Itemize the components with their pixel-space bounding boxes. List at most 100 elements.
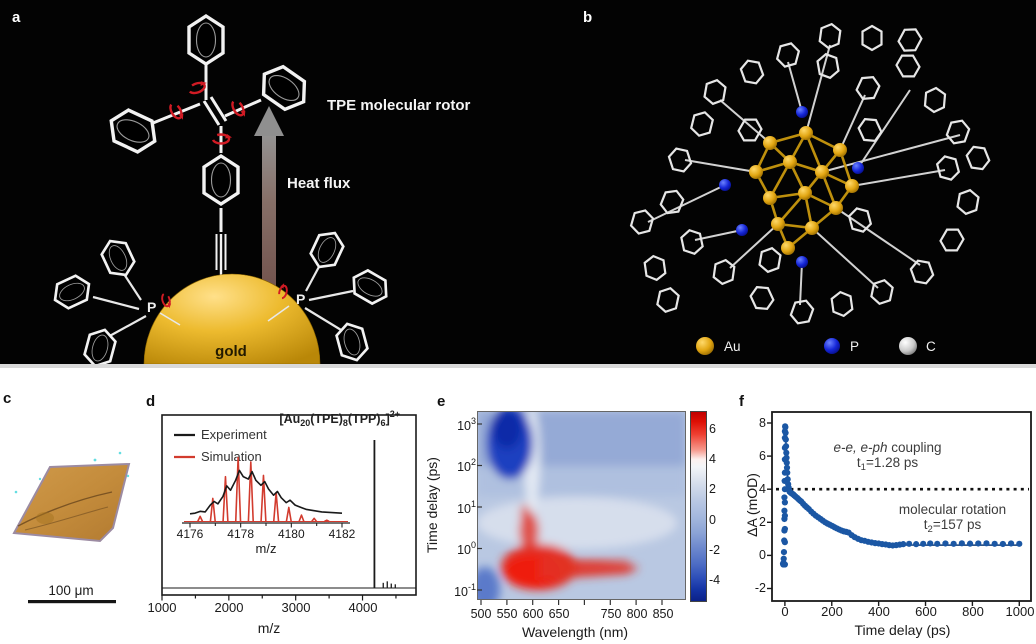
heat-flux-label: Heat flux — [287, 175, 351, 192]
tick-label: 600 — [915, 604, 937, 619]
tick-label: 2000 — [214, 600, 244, 615]
plot-frame — [771, 411, 1032, 602]
tick-label: 4 — [709, 452, 716, 467]
tick-label: 400 — [868, 604, 890, 619]
tick-label: -4 — [709, 572, 721, 587]
panel-a-label: a — [12, 9, 21, 26]
legend-simulation-label: Simulation — [201, 449, 262, 464]
tick-label: 4180 — [277, 527, 305, 541]
legend-au-label: Au — [724, 339, 741, 354]
d-x-axis-ticks: 1000 2000 3000 4000 — [142, 600, 383, 615]
benzene-ring — [252, 58, 316, 118]
gold-atoms — [749, 126, 859, 255]
e-x-axis-title: Wavelength (nm) — [521, 624, 629, 640]
au-sphere-icon — [696, 337, 714, 355]
heatmap-features — [477, 411, 686, 600]
tpe-rotor-label: TPE molecular rotor — [327, 97, 471, 114]
heat-flux-arrow-icon — [254, 106, 284, 302]
tick-label: 4000 — [348, 600, 378, 615]
e-y-tick: 101 — [457, 499, 476, 516]
benzene-ring — [102, 103, 164, 159]
panel-a-scheme: a TPE molecular rotor Heat flux gold P P — [12, 9, 471, 364]
e-y-tick: 100 — [457, 540, 476, 557]
e-axis-ticks — [477, 423, 663, 605]
phosphorus-atoms — [719, 106, 864, 268]
p-sphere-icon — [824, 338, 840, 354]
e-y-axis-title: Time delay (ps) — [424, 457, 440, 553]
ligand-shell — [647, 44, 961, 306]
tick-label: 0 — [709, 512, 716, 527]
tick-label: 2 — [759, 515, 766, 529]
d-x-axis-title: m/z — [257, 620, 281, 636]
tick-label: 1000 — [1005, 604, 1035, 619]
tick-label: 8 — [759, 416, 766, 430]
tick-label: 650 — [548, 607, 570, 621]
phosphine-right — [267, 226, 395, 364]
c-sphere-icon — [899, 337, 917, 355]
kinetics-traces — [767, 422, 1029, 606]
tick-label: 850 — [652, 607, 674, 621]
panel-f-kinetics — [767, 411, 1032, 606]
tick-label: 750 — [600, 607, 622, 621]
spectrum-traces — [161, 440, 397, 601]
heatmap-frame — [477, 411, 686, 600]
tick-label — [572, 607, 598, 621]
cluster-formula: [Au20(TPE)8(TPP)6]2+ — [279, 409, 400, 428]
plot-frame — [161, 414, 417, 596]
top-banner: a TPE molecular rotor Heat flux gold P P — [0, 0, 1036, 368]
benzene-ring — [345, 264, 395, 310]
f-y-axis-ticks: 8 6 4 2 0 -2 — [744, 414, 766, 597]
legend-experiment-label: Experiment — [201, 427, 267, 442]
panel-c-micrograph: 100 μm — [12, 451, 131, 604]
tick-label: -2 — [709, 542, 721, 557]
f-x-axis-title: Time delay (ps) — [854, 622, 951, 638]
tick-label: 2 — [709, 482, 716, 497]
tick-label: 500 — [470, 607, 492, 621]
tick-label: 0 — [759, 548, 766, 562]
phosphorus-left-label: P — [147, 299, 156, 315]
colorbar — [690, 411, 707, 602]
panel-b-label: b — [583, 9, 592, 26]
tick-label: 4182 — [328, 527, 356, 541]
tick-label: 600 — [522, 607, 544, 621]
benzene-ring — [48, 270, 96, 314]
panel-d-label: d — [146, 393, 156, 410]
panel-b-legend: Au P C — [696, 337, 936, 355]
panel-d-spectrum: Experiment Simulation — [161, 414, 417, 601]
gold-nanoparticle — [143, 273, 321, 364]
e-y-tick: 103 — [457, 416, 476, 433]
benzene-ring — [96, 234, 140, 282]
gold-core — [719, 106, 864, 268]
panel-e-label: e — [437, 393, 446, 410]
legend-p-label: P — [850, 339, 859, 354]
phosphorus-right-label: P — [296, 291, 305, 307]
panel-b-structure: Au P C b — [583, 9, 993, 355]
tick-label: -2 — [754, 581, 766, 595]
tick-label: 0 — [781, 604, 789, 619]
crystal-crack — [17, 491, 113, 527]
tick-label: 6 — [709, 422, 716, 436]
e-y-tick: 102 — [457, 457, 476, 474]
ligand-rings — [628, 21, 993, 328]
tick-label: 3000 — [281, 600, 311, 615]
tick-label: 4176 — [176, 527, 204, 541]
tick-label: 4 — [759, 482, 766, 496]
benzene-ring — [187, 14, 225, 66]
tick-label: 4178 — [227, 527, 254, 541]
f-y-axis-title: ΔA (mOD) — [744, 473, 760, 537]
crystal-crack — [24, 506, 109, 531]
inset-x-axis-ticks: 4176 4178 4180 4182 — [171, 527, 361, 541]
legend-c-label: C — [926, 339, 936, 354]
scale-bar — [28, 600, 116, 604]
phosphine-left — [48, 234, 181, 364]
tick-label: 800 — [626, 607, 648, 621]
f-x-axis-ticks: 0 200 400 600 800 1000 — [765, 604, 1036, 619]
benzene-ring — [81, 325, 119, 364]
benzene-ring — [202, 154, 240, 206]
debris-specks — [14, 451, 130, 494]
panel-e-heatmap — [477, 411, 686, 605]
panel-f-label: f — [739, 393, 744, 410]
rotation-annotation: molecular rotation t2=157 ps — [898, 502, 1007, 535]
benzene-ring — [333, 319, 371, 364]
